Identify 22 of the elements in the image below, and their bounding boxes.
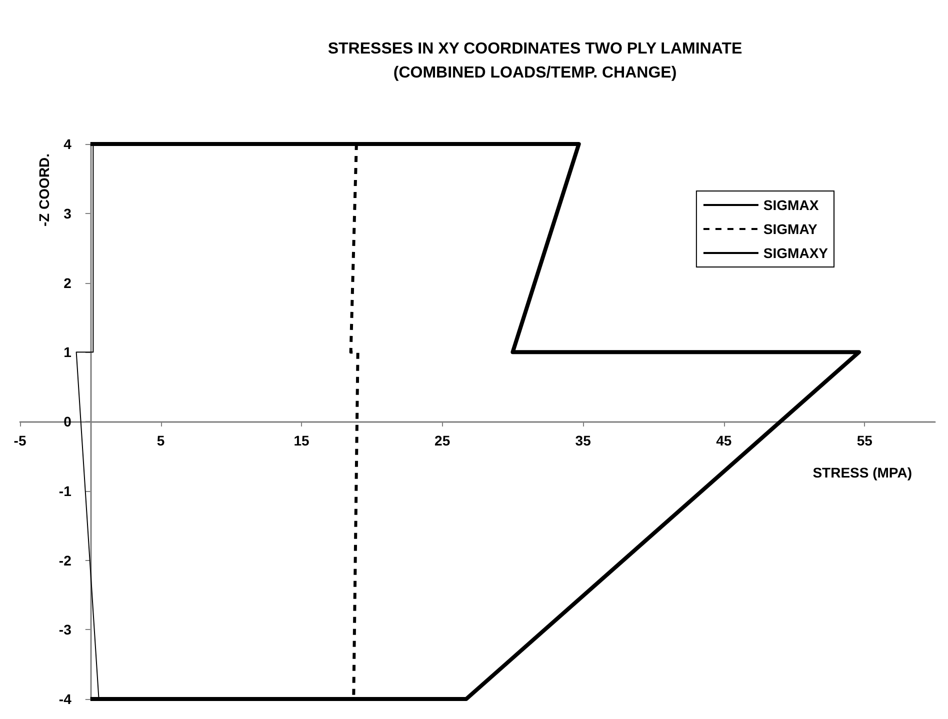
y-tick-label: 0 [64, 414, 72, 430]
y-tick-label: 4 [64, 136, 72, 152]
x-axis-title: STRESS (MPA) [812, 464, 912, 480]
x-tick-label: 55 [856, 432, 873, 448]
x-tick-label: 25 [434, 432, 450, 448]
legend-label: SIGMAX [763, 197, 820, 213]
legend-label: SIGMAY [763, 221, 818, 237]
x-tick-label: 5 [156, 432, 165, 448]
legend-label: SIGMAXY [763, 245, 829, 261]
y-tick-label: -4 [58, 691, 72, 707]
y-tick-label: -2 [58, 552, 72, 568]
y-axis-title: -Z COORD. [36, 153, 52, 227]
x-tick-label: 45 [716, 432, 732, 448]
x-tick-label: 35 [575, 432, 592, 448]
y-tick-label: -3 [58, 622, 72, 638]
x-tick-label: 15 [294, 432, 310, 448]
y-tick-label: 1 [64, 344, 72, 360]
chart-title: STRESSES IN XY COORDINATES TWO PLY LAMINATE (COMBINED LOADS/TEMP. CHANGE) [328, 40, 742, 82]
y-tick-label: 2 [64, 274, 72, 291]
y-tick-label: 3 [64, 205, 72, 222]
x-tick-label: -5 [14, 432, 26, 448]
y-tick-label: -1 [58, 482, 72, 499]
